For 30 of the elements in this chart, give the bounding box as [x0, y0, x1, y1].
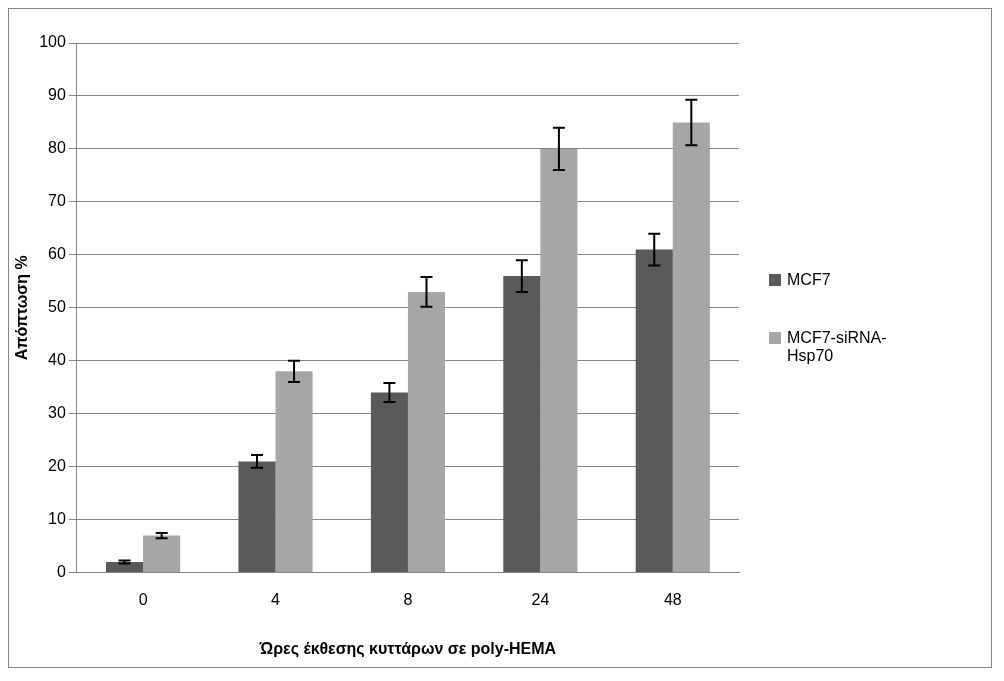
bar	[106, 562, 144, 573]
y-tick-label: 70	[48, 192, 66, 210]
bar	[370, 392, 408, 573]
x-axis-title: Ώρες έκθεσης κυττάρων σε poly-HEMA	[258, 639, 557, 658]
legend-label: MCF7-siRNA-Hsp70	[787, 329, 888, 365]
y-tick-label: 100	[39, 33, 66, 51]
y-tick-label: 20	[48, 457, 66, 475]
y-tick-label: 50	[48, 298, 66, 316]
x-tick-label: 8	[403, 590, 413, 608]
y-tick-label: 80	[48, 139, 66, 157]
bar	[238, 461, 276, 573]
bar	[672, 122, 710, 573]
bar	[143, 535, 181, 573]
y-tick-label: 0	[56, 563, 66, 581]
x-tick-label: 24	[531, 590, 550, 608]
y-tick-label: 90	[48, 86, 66, 104]
legend-label: MCF7	[787, 271, 831, 289]
x-tick-label: 0	[138, 590, 148, 608]
bar	[540, 148, 578, 573]
x-tick-label: 4	[271, 590, 281, 608]
y-tick-label: 40	[48, 351, 66, 369]
y-tick-label: 10	[48, 510, 66, 528]
bar	[635, 249, 673, 573]
x-tick-label: 48	[663, 590, 682, 608]
y-tick-label: 30	[48, 404, 66, 422]
bar	[275, 371, 313, 573]
bar	[503, 276, 541, 573]
bar	[407, 291, 446, 573]
y-tick-label: 60	[48, 245, 66, 263]
y-axis-title: Απόπτωση %	[13, 255, 31, 361]
